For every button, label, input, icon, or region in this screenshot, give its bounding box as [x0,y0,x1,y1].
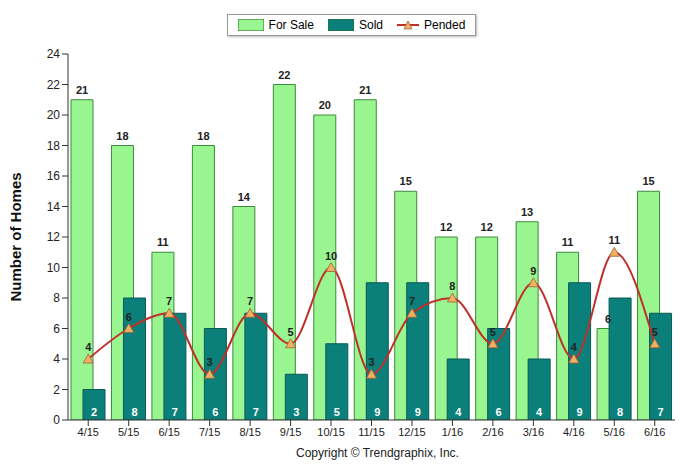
svg-text:4: 4 [85,341,92,353]
svg-text:3: 3 [368,356,374,368]
svg-text:24: 24 [47,47,61,61]
svg-text:7: 7 [247,295,253,307]
svg-text:7: 7 [409,295,415,307]
svg-text:3: 3 [293,406,299,418]
svg-text:11: 11 [562,236,574,248]
svg-text:2: 2 [53,383,60,397]
svg-text:6: 6 [496,406,502,418]
svg-text:3: 3 [207,356,213,368]
svg-text:8: 8 [53,291,60,305]
svg-text:0: 0 [53,413,60,427]
svg-text:4/15: 4/15 [78,426,99,438]
svg-text:6: 6 [53,322,60,336]
svg-text:6: 6 [212,406,218,418]
svg-text:6: 6 [605,313,611,325]
svg-text:5: 5 [334,406,340,418]
svg-text:21: 21 [76,84,88,96]
svg-text:2/16: 2/16 [482,426,503,438]
svg-text:12: 12 [47,230,61,244]
svg-text:6/16: 6/16 [644,426,665,438]
svg-text:14: 14 [47,200,61,214]
svg-text:4: 4 [53,352,60,366]
svg-text:18: 18 [197,130,209,142]
svg-text:9: 9 [374,406,380,418]
html-text:For Sale: For Sale [268,18,314,32]
svg-text:4: 4 [455,406,462,418]
svg-text:5/16: 5/16 [604,426,625,438]
svg-text:20: 20 [47,108,61,122]
svg-text:8: 8 [617,406,623,418]
html-text:Pended: Pended [424,18,466,32]
svg-text:18: 18 [47,139,61,153]
svg-text:7: 7 [657,406,663,418]
svg-text:22: 22 [278,69,290,81]
svg-text:10: 10 [47,261,61,275]
svg-text:2: 2 [91,406,97,418]
svg-text:5: 5 [652,326,658,338]
svg-text:15: 15 [400,175,412,187]
svg-text:14: 14 [238,191,251,203]
svg-text:21: 21 [359,84,371,96]
svg-text:8: 8 [449,280,455,292]
svg-text:6/15: 6/15 [158,426,179,438]
svg-text:Number of Homes: Number of Homes [8,172,24,301]
svg-text:10: 10 [325,250,337,262]
svg-text:6: 6 [126,311,132,323]
svg-text:7: 7 [166,295,172,307]
svg-text:11: 11 [608,234,620,246]
svg-text:7: 7 [172,406,178,418]
svg-text:11/15: 11/15 [358,426,385,438]
svg-text:9: 9 [415,406,421,418]
html-text:Copyright © Trendgraphix, Inc.: Copyright © Trendgraphix, Inc. [296,446,459,460]
svg-text:4: 4 [571,341,578,353]
svg-text:8: 8 [131,406,137,418]
svg-text:8/15: 8/15 [239,426,260,438]
svg-text:3/16: 3/16 [523,426,544,438]
svg-text:9: 9 [577,406,583,418]
svg-text:9/15: 9/15 [280,426,301,438]
svg-text:1/16: 1/16 [442,426,463,438]
svg-text:5/15: 5/15 [118,426,139,438]
svg-text:4/16: 4/16 [563,426,584,438]
svg-text:22: 22 [47,78,61,92]
svg-text:16: 16 [47,169,61,183]
svg-text:13: 13 [521,206,533,218]
svg-text:4: 4 [536,406,543,418]
svg-text:10/15: 10/15 [317,426,345,438]
svg-text:12/15: 12/15 [398,426,426,438]
svg-text:18: 18 [116,130,128,142]
svg-text:9: 9 [530,265,536,277]
svg-text:5: 5 [288,326,294,338]
svg-text:20: 20 [319,99,331,111]
svg-text:7: 7 [253,406,259,418]
svg-text:15: 15 [642,175,654,187]
svg-text:7/15: 7/15 [199,426,220,438]
html-text:Sold: Sold [359,18,383,32]
svg-text:12: 12 [481,221,493,233]
svg-text:11: 11 [157,236,169,248]
svg-text:12: 12 [440,221,452,233]
svg-text:5: 5 [490,326,496,338]
